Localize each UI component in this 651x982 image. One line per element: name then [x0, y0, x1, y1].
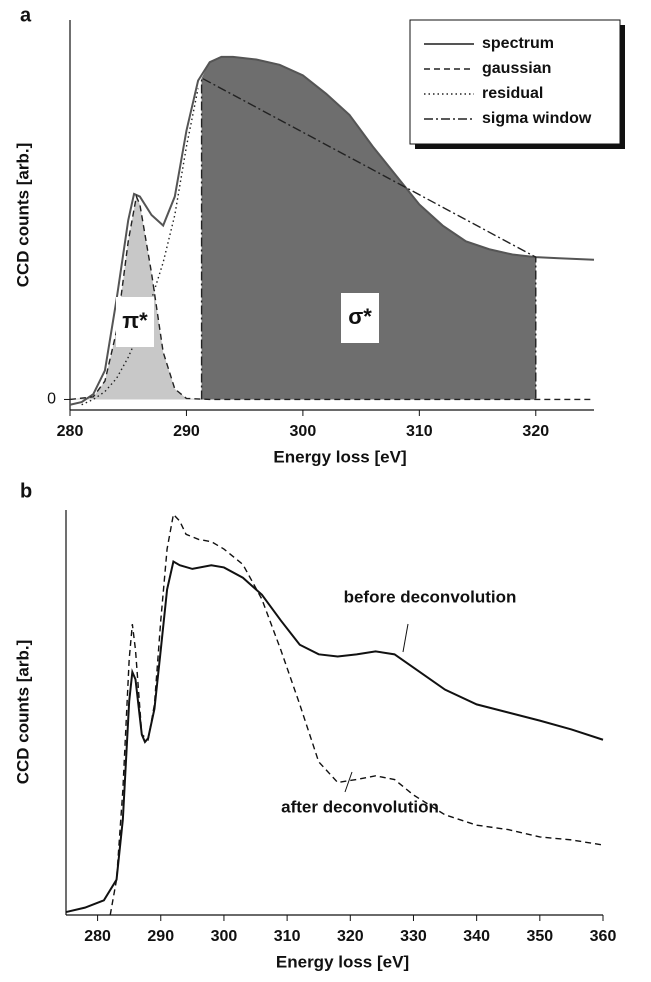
- x-tick-label: 300: [290, 423, 317, 440]
- x-tick-label: 280: [84, 928, 111, 945]
- x-tick-label: 300: [211, 928, 238, 945]
- y-axis-label: CCD counts [arb.]: [13, 143, 32, 288]
- panel-label: b: [20, 480, 32, 502]
- x-tick-label: 340: [463, 928, 490, 945]
- x-tick-label: 330: [400, 928, 427, 945]
- annotation: before deconvolution: [344, 587, 517, 606]
- series-line: [69, 194, 594, 401]
- annotation-box: [341, 293, 379, 343]
- annotation: after deconvolution: [281, 797, 439, 816]
- y-axis-label: CCD counts [arb.]: [13, 640, 32, 785]
- x-axis-label: Energy loss [eV]: [276, 952, 409, 971]
- legend-box: [409, 19, 621, 145]
- series-line: [200, 76, 537, 400]
- annotation: π*: [122, 308, 148, 333]
- y-tick-label: 0: [47, 391, 56, 408]
- leader-line: [402, 623, 409, 653]
- legend-label: sigma window: [482, 110, 592, 127]
- x-tick-label: 280: [57, 423, 84, 440]
- legend-label: gaussian: [482, 60, 551, 77]
- x-tick-label: 360: [590, 928, 617, 945]
- x-tick-label: 320: [337, 928, 364, 945]
- leader-line: [344, 771, 353, 793]
- x-tick-label: 310: [406, 423, 433, 440]
- area-fill: [70, 196, 594, 400]
- legend-label: spectrum: [482, 35, 554, 52]
- x-tick-label: 350: [526, 928, 553, 945]
- x-tick-label: 310: [274, 928, 301, 945]
- legend-label: residual: [482, 85, 543, 102]
- series-line: [69, 55, 595, 406]
- series-line: [109, 512, 604, 916]
- area-fill: [201, 56, 536, 400]
- annotation-box: [116, 297, 154, 347]
- x-axis-label: Energy loss [eV]: [273, 447, 406, 466]
- x-tick-label: 320: [522, 423, 549, 440]
- series-line: [65, 559, 604, 914]
- panel-label: a: [20, 4, 32, 26]
- annotation: σ*: [348, 304, 372, 329]
- x-tick-label: 290: [173, 423, 200, 440]
- x-tick-label: 290: [147, 928, 174, 945]
